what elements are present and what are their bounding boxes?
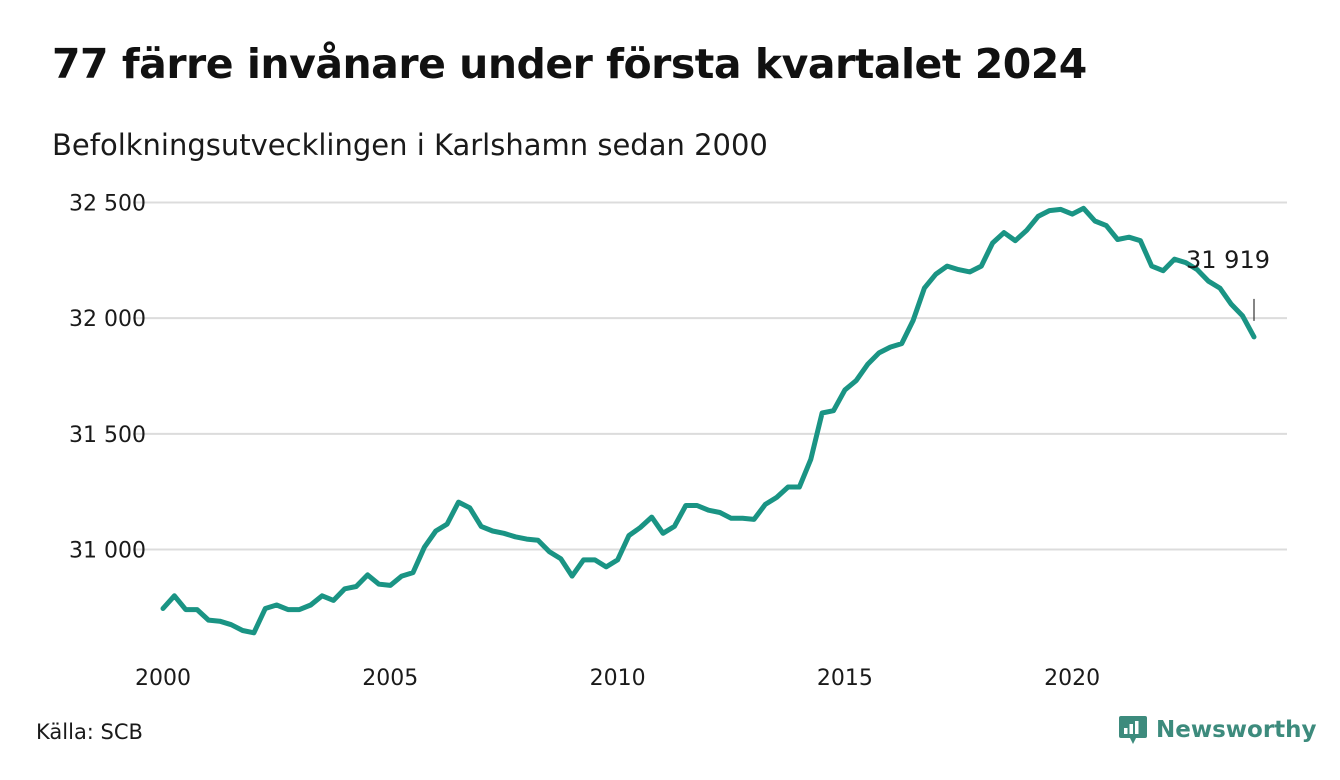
source-note: Källa: SCB	[36, 720, 143, 744]
newsworthy-logo-icon	[1119, 716, 1147, 744]
annotation-group: 31 919	[1186, 246, 1270, 321]
series-group	[160, 205, 1257, 636]
x-axis: 2000 2005 2010 2015 2020	[135, 666, 1100, 691]
x-tick-label: 2005	[362, 666, 418, 691]
brand-name: Newsworthy	[1156, 717, 1317, 743]
chart-subtitle: Befolkningsutvecklingen i Karlshamn seda…	[52, 128, 768, 162]
y-tick-label: 31 500	[69, 423, 146, 448]
brand[interactable]: Newsworthy	[1118, 714, 1317, 746]
y-tick-label: 31 000	[69, 539, 146, 564]
x-tick-label: 2010	[590, 666, 646, 691]
annotation-label: 31 919	[1186, 246, 1270, 274]
chart-title: 77 färre invånare under första kvartalet…	[52, 40, 1087, 88]
x-tick-label: 2020	[1044, 666, 1100, 691]
series-line	[160, 205, 1257, 636]
grid-lines	[133, 201, 1287, 551]
x-tick-label: 2000	[135, 666, 191, 691]
y-tick-label: 32 000	[69, 307, 146, 332]
y-tick-label: 32 500	[69, 192, 146, 217]
y-axis: 31 000 31 500 32 000 32 500	[69, 192, 146, 564]
x-tick-label: 2015	[817, 666, 873, 691]
